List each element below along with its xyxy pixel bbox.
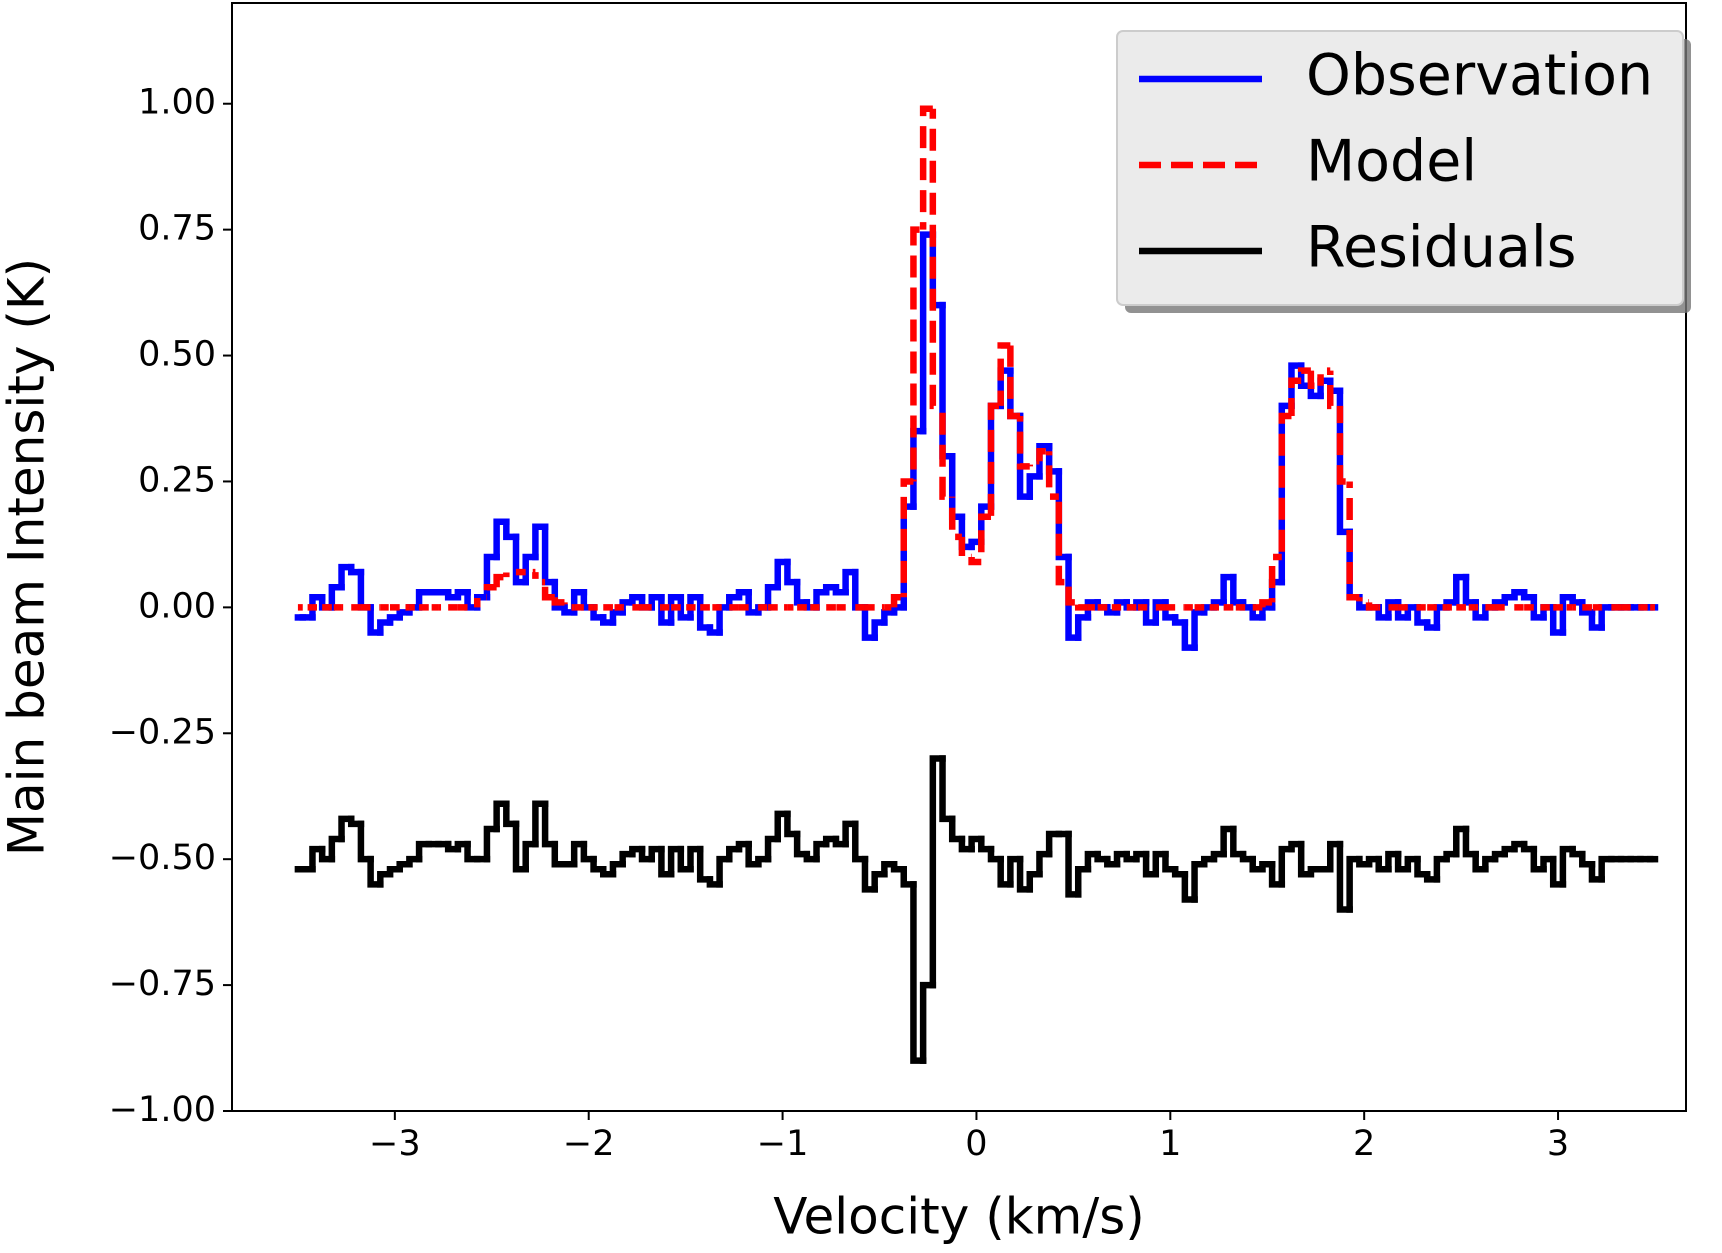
series-step bbox=[1307, 370, 1321, 390]
series-step bbox=[1268, 553, 1282, 603]
series-step bbox=[716, 604, 733, 636]
series-step bbox=[919, 981, 937, 1064]
series-step bbox=[1230, 825, 1247, 858]
series-step bbox=[1278, 412, 1292, 557]
series-step bbox=[1278, 402, 1295, 586]
series-step bbox=[561, 602, 575, 611]
x-tick-label: −2 bbox=[563, 1124, 615, 1164]
series-step bbox=[483, 825, 500, 863]
legend-label: Residuals bbox=[1306, 215, 1576, 281]
y-tick-label: 0.50 bbox=[138, 335, 216, 375]
series-step bbox=[948, 453, 966, 520]
series-step bbox=[852, 568, 869, 611]
series-step bbox=[1036, 447, 1050, 462]
series-step bbox=[978, 513, 991, 563]
x-tick-label: 3 bbox=[1547, 1124, 1569, 1164]
series-step bbox=[551, 597, 565, 606]
series-step bbox=[890, 594, 904, 608]
series-step bbox=[357, 568, 374, 611]
series-step bbox=[696, 594, 714, 631]
series-step bbox=[939, 405, 953, 500]
series-step bbox=[1336, 405, 1350, 485]
series-step bbox=[1074, 602, 1088, 611]
series-step bbox=[541, 523, 559, 586]
x-tick-label: −3 bbox=[369, 1124, 421, 1164]
series-step bbox=[900, 478, 914, 598]
series-step bbox=[696, 845, 714, 883]
legend-label: Observation bbox=[1306, 43, 1653, 109]
y-tick-label: 1.00 bbox=[138, 83, 216, 123]
series-step bbox=[1462, 573, 1479, 606]
y-tick-label: −0.75 bbox=[109, 964, 216, 1004]
series-step bbox=[910, 226, 924, 482]
x-axis-label: Velocity (km/s) bbox=[773, 1188, 1145, 1246]
series-step bbox=[1055, 496, 1069, 586]
x-tick-label: 1 bbox=[1159, 1124, 1181, 1164]
series-step bbox=[493, 573, 507, 588]
series-step bbox=[1346, 481, 1360, 601]
x-tick-label: −1 bbox=[757, 1124, 809, 1164]
y-tick-label: 0.75 bbox=[138, 209, 216, 249]
series-step bbox=[1278, 845, 1295, 888]
series-step bbox=[987, 402, 1004, 510]
series-step bbox=[522, 840, 539, 873]
series-step bbox=[716, 855, 733, 888]
series-step bbox=[503, 568, 517, 578]
series-step bbox=[473, 594, 487, 608]
series-step bbox=[541, 800, 559, 848]
series-step bbox=[532, 572, 546, 586]
series-step bbox=[1191, 860, 1208, 903]
series-step bbox=[1045, 451, 1059, 500]
series-step bbox=[1230, 573, 1247, 606]
legend-label: Model bbox=[1306, 129, 1477, 195]
series-step bbox=[1065, 582, 1079, 606]
series-step bbox=[929, 108, 943, 410]
series-step bbox=[1074, 866, 1092, 898]
series-step bbox=[900, 503, 917, 611]
plot-frame bbox=[231, 2, 1687, 1112]
series-step bbox=[1288, 377, 1302, 416]
x-tick-label: 2 bbox=[1353, 1124, 1375, 1164]
y-tick-label: −0.50 bbox=[109, 838, 216, 878]
plot-area bbox=[294, 105, 1659, 1064]
y-tick-label: 0.25 bbox=[138, 460, 216, 500]
series-step bbox=[1356, 597, 1370, 606]
x-tick-label: 0 bbox=[965, 1124, 987, 1164]
y-tick-label: −0.25 bbox=[109, 712, 216, 752]
series-step bbox=[958, 536, 972, 561]
series-step bbox=[1462, 825, 1479, 858]
y-tick-label: 0.00 bbox=[138, 586, 216, 626]
series-step bbox=[939, 755, 956, 823]
series-step bbox=[1191, 609, 1208, 651]
y-tick-label: −1.00 bbox=[109, 1090, 216, 1130]
series-step bbox=[1327, 370, 1340, 410]
y-axis-label: Main beam Intensity (K) bbox=[0, 258, 56, 856]
series-step bbox=[968, 557, 982, 566]
series-step bbox=[357, 820, 374, 863]
legend-box bbox=[1116, 30, 1684, 306]
series-step bbox=[852, 820, 869, 863]
series-step bbox=[1365, 602, 1379, 611]
